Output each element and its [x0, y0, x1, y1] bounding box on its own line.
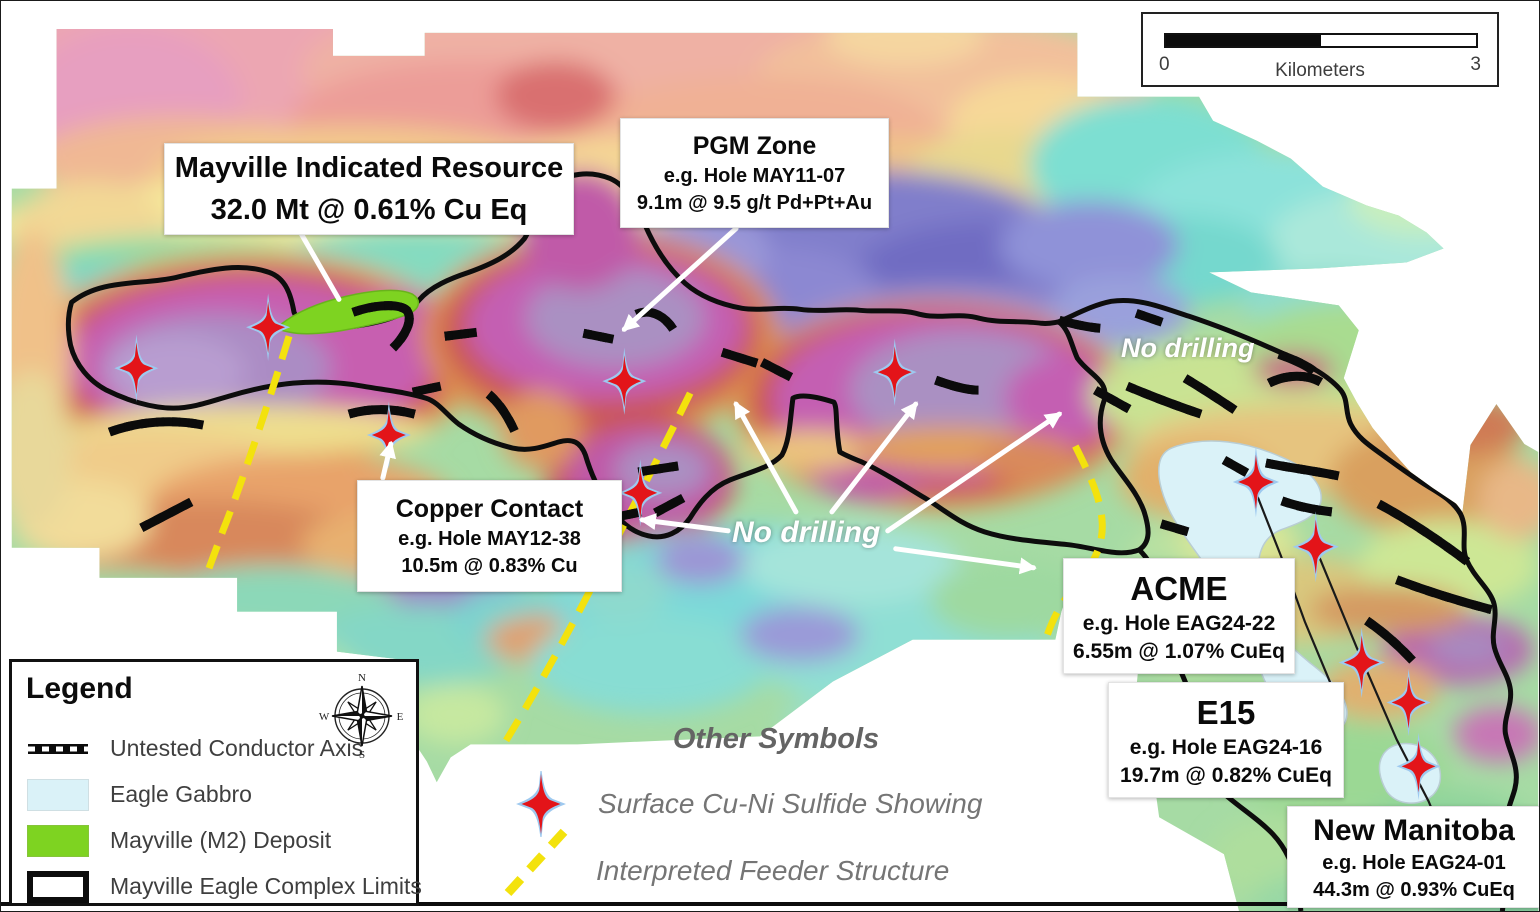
annotation-intercept: 44.3m @ 0.93% CuEq — [1313, 878, 1515, 901]
yellow-dash-icon — [504, 819, 576, 897]
deposit-swatch-icon — [27, 824, 89, 857]
scale-end-label: 3 — [1470, 54, 1481, 75]
scale-bar: 0 3 Kilometers — [1141, 12, 1499, 87]
legend-title: Legend — [26, 672, 133, 705]
compass-rose-icon: N E S W — [319, 672, 404, 761]
legend-panel: Legend N E S W Untested Conductor Axis E… — [9, 659, 422, 906]
red-star-icon — [516, 771, 566, 837]
annotation-e15: E15 e.g. Hole EAG24-16 19.7m @ 0.82% CuE… — [1108, 682, 1344, 798]
compass-west-label: W — [319, 711, 330, 723]
other-symbols-item-sulfide-showing: Surface Cu-Ni Sulfide Showing — [506, 771, 982, 837]
legend-item-label: Eagle Gabbro — [110, 781, 252, 807]
feeder-structure-lines — [176, 335, 1106, 770]
annotation-title: E15 — [1196, 693, 1256, 731]
legend-item-label: Untested Conductor Axis — [110, 735, 364, 761]
annotation-intercept: 10.5m @ 0.83% Cu — [401, 554, 578, 577]
other-symbols-item-label: Interpreted Feeder Structure — [596, 855, 950, 886]
scale-bar-track — [1164, 33, 1478, 48]
annotation-hole: e.g. Hole EAG24-22 — [1082, 612, 1276, 636]
annotation-hole: e.g. Hole MAY11-07 — [663, 165, 846, 188]
legend-item-label: Mayville Eagle Complex Limits — [110, 873, 422, 899]
legend-item-conductor-axis: Untested Conductor Axis — [26, 732, 416, 765]
annotation-new-manitoba: New Manitoba e.g. Hole EAG24-01 44.3m @ … — [1287, 806, 1539, 908]
gabbro-swatch-icon — [27, 778, 89, 811]
annotation-title: Mayville Indicated Resource — [174, 151, 564, 184]
compass-north-label: N — [358, 672, 366, 684]
complex-limits-swatch-icon — [27, 870, 89, 903]
scale-start-label: 0 — [1159, 54, 1170, 75]
annotation-intercept: 9.1m @ 9.5 g/t Pd+Pt+Au — [636, 191, 873, 214]
annotation-mayville-resource: Mayville Indicated Resource 32.0 Mt @ 0.… — [164, 143, 574, 235]
other-symbols-title: Other Symbols — [672, 723, 880, 755]
compass-east-label: E — [397, 711, 404, 723]
annotation-hole: e.g. Hole EAG24-01 — [1322, 852, 1506, 875]
conductor-line-icon — [26, 742, 90, 756]
annotation-hole: e.g. Hole MAY12-38 — [398, 528, 581, 551]
legend-item-complex-limits: Mayville Eagle Complex Limits — [26, 870, 422, 903]
scale-bar-filled-segment — [1166, 35, 1321, 46]
annotation-grade: 32.0 Mt @ 0.61% Cu Eq — [210, 194, 528, 226]
annotation-pgm-zone: PGM Zone e.g. Hole MAY11-07 9.1m @ 9.5 g… — [620, 118, 889, 228]
scale-units-label: Kilometers — [1275, 60, 1365, 81]
annotation-copper-contact: Copper Contact e.g. Hole MAY12-38 10.5m … — [357, 480, 622, 592]
compass-south-label: S — [359, 749, 365, 761]
annotation-title: ACME — [1130, 569, 1228, 607]
legend-item-m2-deposit: Mayville (M2) Deposit — [26, 824, 416, 857]
legend-item-eagle-gabbro: Eagle Gabbro — [26, 778, 416, 811]
annotation-title: Copper Contact — [395, 495, 584, 524]
no-drilling-label-center: No drilling — [732, 516, 881, 549]
legend-item-label: Mayville (M2) Deposit — [110, 827, 332, 853]
annotation-hole: e.g. Hole EAG24-16 — [1129, 736, 1323, 760]
no-drilling-label-east: No drilling — [1121, 333, 1255, 363]
other-symbols-item-feeder-structure: Interpreted Feeder Structure — [496, 809, 949, 901]
annotation-intercept: 19.7m @ 0.82% CuEq — [1120, 763, 1332, 787]
annotation-title: PGM Zone — [692, 132, 817, 161]
annotation-acme: ACME e.g. Hole EAG24-22 6.55m @ 1.07% Cu… — [1063, 558, 1295, 674]
annotation-title: New Manitoba — [1313, 813, 1515, 847]
annotation-intercept: 6.55m @ 1.07% CuEq — [1073, 639, 1285, 663]
other-symbols-item-label: Surface Cu-Ni Sulfide Showing — [598, 788, 983, 819]
figure-bottom-border — [1, 902, 1539, 906]
annotation-arrows — [298, 226, 1063, 575]
